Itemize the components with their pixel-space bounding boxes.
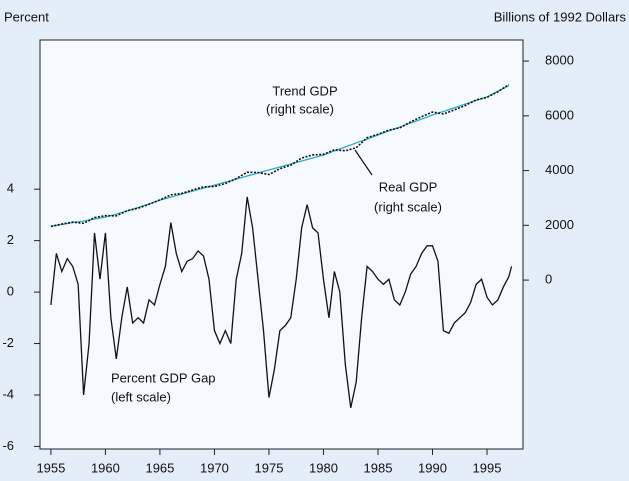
x-tick-label: 1995 bbox=[473, 460, 502, 475]
x-tick-label: 1985 bbox=[364, 460, 393, 475]
y-tick-label: 4 bbox=[7, 181, 14, 196]
y2-tick-label: 2000 bbox=[545, 217, 574, 232]
y-tick-label: -2 bbox=[2, 335, 14, 350]
annotation: (right scale) bbox=[374, 199, 442, 214]
x-tick-label: 1990 bbox=[418, 460, 447, 475]
y2-axis-label: Billions of 1992 Dollars bbox=[494, 9, 627, 24]
x-tick-label: 1965 bbox=[145, 460, 174, 475]
y-tick-label: 2 bbox=[7, 232, 14, 247]
y-tick-label: 0 bbox=[7, 284, 14, 299]
y2-tick-label: 0 bbox=[545, 272, 552, 287]
annotation: (left scale) bbox=[111, 389, 171, 404]
y-tick-label: -6 bbox=[2, 438, 14, 453]
x-tick-label: 1955 bbox=[36, 460, 65, 475]
x-tick-label: 1970 bbox=[200, 460, 229, 475]
y-tick-label: -4 bbox=[2, 386, 14, 401]
series-line bbox=[50, 83, 510, 228]
plot-area bbox=[39, 39, 524, 450]
y2-tick-label: 4000 bbox=[545, 162, 574, 177]
annotation: Real GDP bbox=[379, 179, 438, 194]
y2-tick-label: 6000 bbox=[545, 107, 574, 122]
annotation: Percent GDP Gap bbox=[111, 370, 216, 385]
annotation: (right scale) bbox=[266, 101, 334, 116]
y2-tick-label: 8000 bbox=[545, 53, 574, 68]
x-tick-label: 1975 bbox=[255, 460, 284, 475]
y-axis-label: Percent bbox=[4, 9, 49, 24]
x-tick-label: 1960 bbox=[91, 460, 120, 475]
x-tick-label: 1980 bbox=[309, 460, 338, 475]
annotation-leader bbox=[354, 149, 373, 176]
series-line bbox=[50, 196, 513, 408]
series-line bbox=[50, 85, 510, 227]
annotation: Trend GDP bbox=[272, 83, 337, 98]
